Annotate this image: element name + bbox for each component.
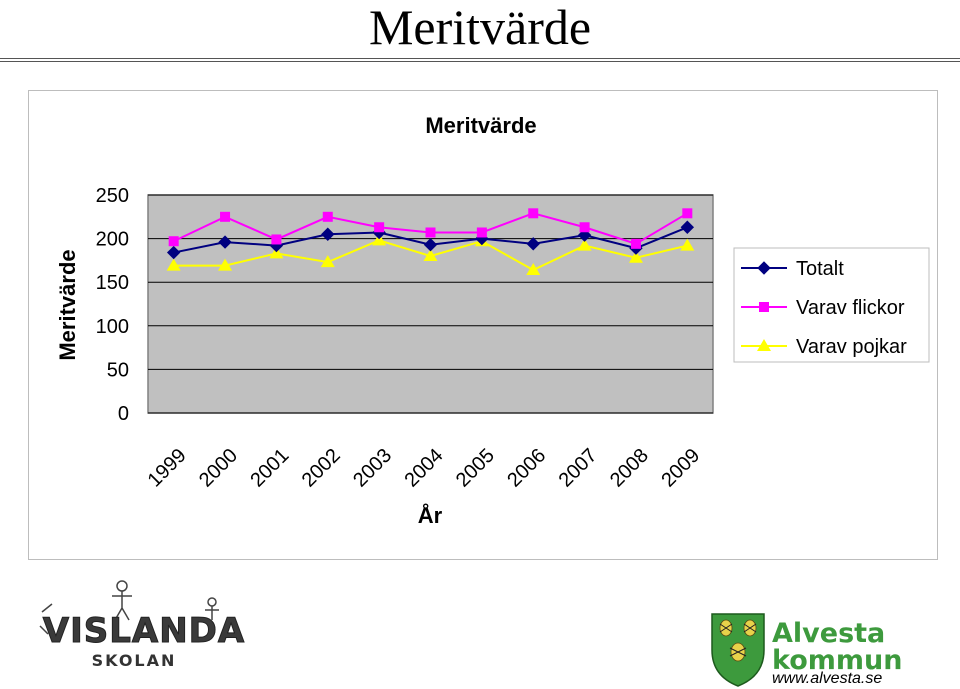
legend-entry: Totalt bbox=[741, 258, 844, 280]
y-tick-labels: 0 50 100 150 200 250 bbox=[96, 185, 129, 425]
x-tick-label: 2002 bbox=[298, 445, 345, 492]
alvesta-coat-of-arms-icon bbox=[711, 613, 765, 687]
data-point-varav-pojkar bbox=[577, 238, 592, 251]
x-tick-label: 2007 bbox=[555, 445, 602, 492]
y-tick-label: 50 bbox=[107, 359, 129, 381]
title-divider bbox=[0, 58, 960, 62]
x-tick-label: 2006 bbox=[503, 445, 550, 492]
y-tick-label: 0 bbox=[118, 403, 129, 425]
x-tick-label: 2004 bbox=[400, 445, 447, 492]
vislanda-skolan-logo: VISLANDA SKOLAN bbox=[39, 580, 245, 670]
data-point-totalt bbox=[423, 237, 438, 252]
data-point-varav-flickor bbox=[374, 222, 385, 233]
x-tick-label: 2005 bbox=[452, 445, 499, 492]
y-tick-label: 200 bbox=[96, 229, 129, 251]
legend-label: Totalt bbox=[796, 258, 844, 280]
data-point-totalt bbox=[166, 245, 181, 260]
legend-marker bbox=[757, 261, 771, 275]
data-point-varav-pojkar bbox=[680, 238, 695, 251]
data-point-totalt bbox=[218, 235, 232, 249]
data-point-varav-flickor bbox=[271, 234, 282, 245]
data-point-varav-pojkar bbox=[320, 255, 335, 268]
skolan-logo-text: SKOLAN bbox=[92, 651, 177, 670]
alvesta-website-link[interactable]: www.alvesta.se bbox=[772, 670, 883, 687]
x-tick-label: 2003 bbox=[349, 445, 396, 492]
legend-label: Varav pojkar bbox=[796, 336, 907, 358]
data-point-varav-pojkar bbox=[218, 258, 233, 271]
legend-entry: Varav flickor bbox=[741, 297, 905, 319]
y-axis-label: Meritvärde bbox=[55, 249, 80, 360]
data-point-varav-pojkar bbox=[628, 250, 643, 263]
data-point-varav-pojkar bbox=[423, 249, 438, 262]
series-lines bbox=[166, 208, 695, 275]
alvesta-kommun-logo: Alvesta kommun bbox=[711, 613, 903, 687]
series-varav-flickor bbox=[168, 208, 693, 249]
data-point-varav-flickor bbox=[168, 236, 179, 247]
legend: Totalt Varav flickor Varav pojkar bbox=[733, 247, 930, 363]
slide-title: Meritvärde bbox=[368, 0, 592, 55]
x-tick-label: 2001 bbox=[246, 445, 293, 492]
data-point-varav-pojkar bbox=[269, 246, 284, 259]
data-point-varav-flickor bbox=[630, 238, 641, 249]
kommun-logo-text: kommun bbox=[772, 645, 903, 676]
vislanda-logo-text: VISLANDA bbox=[43, 611, 245, 651]
data-point-varav-flickor bbox=[220, 211, 231, 222]
x-tick-label: 1999 bbox=[144, 445, 191, 492]
data-point-totalt bbox=[526, 237, 540, 251]
series-varav-pojkar bbox=[166, 233, 695, 275]
x-tick-label: 2008 bbox=[606, 445, 653, 492]
data-point-varav-flickor bbox=[322, 211, 333, 222]
y-tick-label: 100 bbox=[96, 316, 129, 338]
data-point-varav-flickor bbox=[579, 222, 590, 233]
x-axis-label: År bbox=[418, 502, 443, 528]
data-point-varav-flickor bbox=[528, 208, 539, 219]
y-tick-label: 150 bbox=[96, 272, 129, 294]
data-point-varav-flickor bbox=[425, 227, 436, 238]
x-tick-label: 2009 bbox=[657, 445, 704, 492]
legend-entry: Varav pojkar bbox=[741, 336, 907, 358]
alvesta-logo-text: Alvesta bbox=[772, 618, 885, 649]
data-point-varav-pojkar bbox=[526, 262, 541, 275]
data-point-varav-flickor bbox=[476, 227, 487, 238]
x-tick-label: 2000 bbox=[195, 445, 242, 492]
data-point-varav-flickor bbox=[682, 208, 693, 219]
x-tick-labels: 1999 2000 2001 2002 2003 2004 2005 2006 2007 2008… bbox=[144, 445, 705, 492]
legend-marker bbox=[759, 302, 769, 312]
data-point-varav-pojkar bbox=[372, 233, 387, 246]
legend-label: Varav flickor bbox=[796, 297, 905, 319]
y-tick-label: 250 bbox=[96, 185, 129, 207]
data-point-totalt bbox=[680, 220, 695, 234]
chart-title: Meritvärde bbox=[425, 113, 536, 138]
data-point-totalt bbox=[321, 227, 335, 241]
legend-marker bbox=[757, 339, 771, 351]
data-point-varav-pojkar bbox=[166, 258, 181, 271]
